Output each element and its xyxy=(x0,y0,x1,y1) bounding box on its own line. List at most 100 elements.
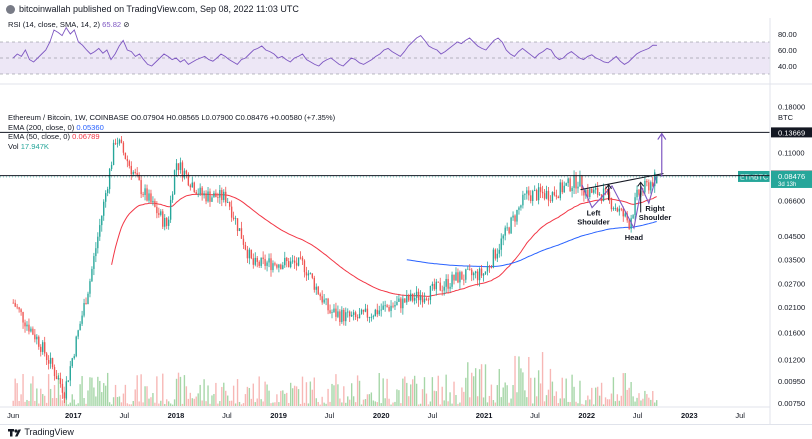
candle-body xyxy=(431,283,434,286)
candle xyxy=(87,291,89,305)
candle-body xyxy=(77,330,79,337)
volume-bar xyxy=(437,375,439,406)
volume-bar xyxy=(103,383,105,406)
volume-bar xyxy=(81,376,83,406)
volume-bar xyxy=(419,403,422,406)
time-tick-label: Jul xyxy=(633,411,643,420)
candle xyxy=(18,306,20,313)
candle-body xyxy=(352,312,355,315)
candle xyxy=(520,204,522,211)
candle-body xyxy=(256,257,258,262)
volume-bar xyxy=(474,368,477,406)
rsi-legend-value: 65.82 xyxy=(102,20,122,29)
volume-bar xyxy=(514,355,516,406)
volume-bar xyxy=(591,387,593,406)
volume-bar xyxy=(53,385,56,406)
candle xyxy=(227,198,229,204)
candle-body xyxy=(333,308,335,313)
candle-body xyxy=(350,314,353,317)
candle xyxy=(644,175,646,196)
candle xyxy=(565,182,567,187)
candle-body xyxy=(618,208,621,212)
volume-bar xyxy=(256,398,258,406)
volume-bar xyxy=(75,404,77,406)
candle xyxy=(335,302,337,322)
candle-body xyxy=(148,193,150,201)
candle xyxy=(167,216,170,230)
candle-body xyxy=(508,227,510,234)
volume-bar xyxy=(274,402,276,406)
candle-body xyxy=(219,190,221,198)
volume-bar xyxy=(526,397,528,406)
volume-bar xyxy=(339,398,341,406)
ema50-legend: EMA (50, close, 0) 0.06789 xyxy=(8,132,335,142)
candle xyxy=(282,261,284,270)
volume-bar xyxy=(73,399,75,406)
volume-bar xyxy=(244,394,247,406)
candle xyxy=(537,183,540,205)
candle-body xyxy=(258,261,260,266)
candle-body xyxy=(42,342,44,352)
candle xyxy=(12,299,14,304)
candle-body xyxy=(648,182,650,191)
candle xyxy=(225,186,227,207)
candle-body xyxy=(126,159,129,162)
candle-body xyxy=(402,298,404,309)
volume-bar xyxy=(555,391,558,406)
price-tick-label: 0.11000 xyxy=(778,149,805,158)
volume-bar xyxy=(319,404,321,406)
candle xyxy=(610,197,613,212)
candle xyxy=(191,176,193,188)
symbol-title[interactable]: Ethereum / Bitcoin, 1W, COINBASE xyxy=(8,113,129,122)
volume-bar xyxy=(463,391,465,406)
volume-bar xyxy=(67,404,70,406)
candle xyxy=(179,157,182,174)
candle xyxy=(461,270,463,280)
volume-bar xyxy=(272,402,274,406)
volume-bar xyxy=(408,396,410,406)
volume-bar xyxy=(392,402,394,406)
candle xyxy=(417,288,420,307)
ema50-line xyxy=(111,193,657,297)
price-tick-label: 0.01600 xyxy=(778,328,805,337)
volume-bar xyxy=(516,392,518,406)
volume-bar xyxy=(55,398,58,406)
volume-bar xyxy=(443,400,445,406)
volume-bar xyxy=(49,388,52,406)
volume-bar xyxy=(230,400,233,406)
visibility-eye-icon[interactable]: ⊘ xyxy=(123,20,130,29)
volume-bar xyxy=(380,403,382,406)
candle-body xyxy=(225,191,227,203)
volume-bar xyxy=(293,385,296,406)
candle-body xyxy=(295,262,298,266)
volume-bar xyxy=(451,403,453,406)
candle-body xyxy=(632,215,634,219)
price-axis[interactable]: 80.0060.0040.000.136690.085950.180000.11… xyxy=(738,30,812,408)
candle xyxy=(396,295,398,306)
candle xyxy=(164,214,166,231)
volume-bar xyxy=(199,384,201,406)
candle xyxy=(518,206,520,215)
volume-bar xyxy=(575,401,577,406)
candle-body xyxy=(476,271,479,281)
volume-bar xyxy=(492,400,495,406)
candle xyxy=(549,195,552,204)
volume-bar xyxy=(91,377,93,406)
left-shoulder-label-line: Left xyxy=(587,208,601,217)
candle-body xyxy=(227,202,229,203)
time-axis[interactable]: Jun 2017 Jul 2018 Jul 2019 Jul 2020 Jul 2021 Jul 20… xyxy=(7,411,745,420)
candle xyxy=(372,314,375,320)
candle xyxy=(26,321,28,331)
volume-bar xyxy=(167,401,170,406)
volume-bar xyxy=(608,399,611,406)
candle-body xyxy=(537,187,540,201)
candle-body xyxy=(36,336,38,340)
candle-body xyxy=(433,283,436,290)
candle-body xyxy=(16,306,18,308)
candle xyxy=(323,294,325,304)
volume-bar xyxy=(128,404,131,406)
candle xyxy=(219,184,221,204)
candle-body xyxy=(459,272,461,283)
candle-body xyxy=(473,273,475,276)
